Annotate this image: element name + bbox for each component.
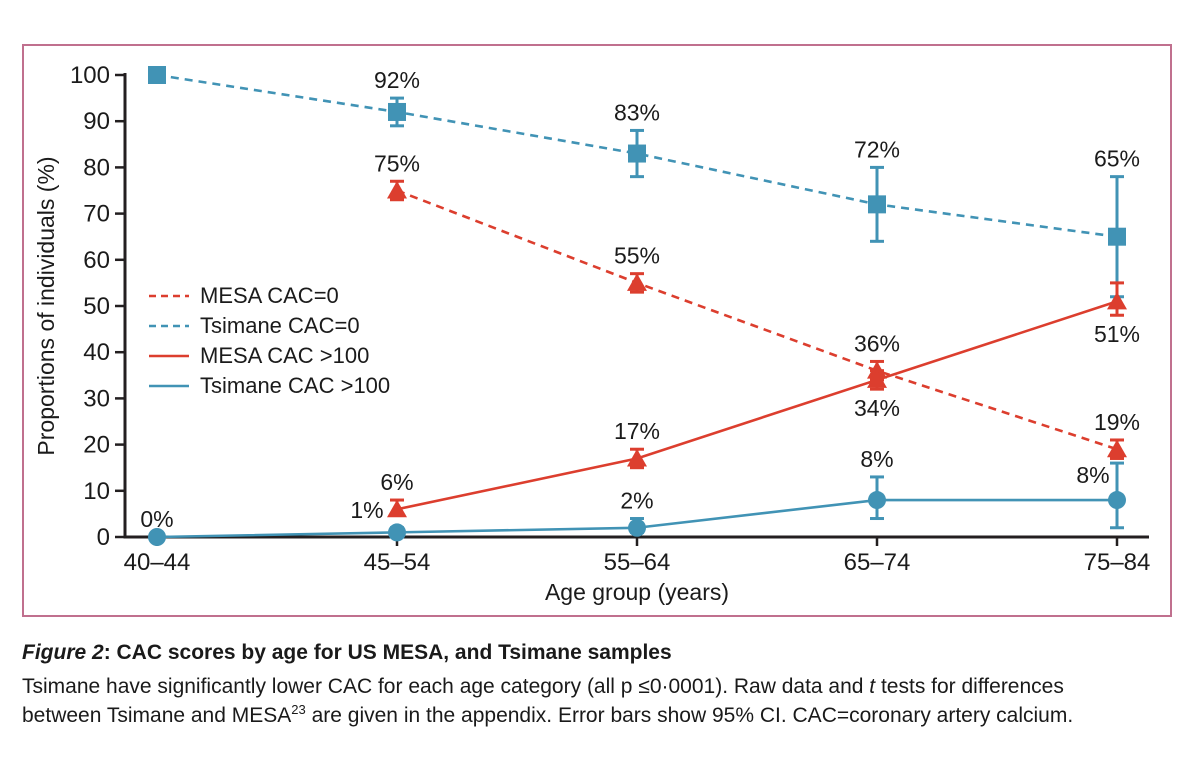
caption-title: Figure 2: CAC scores by age for US MESA,… bbox=[22, 641, 1182, 665]
x-tick-label: 55–64 bbox=[604, 549, 671, 576]
data-point-marker-square bbox=[388, 102, 406, 121]
y-tick-label: 100 bbox=[70, 62, 110, 89]
data-point-label: 17% bbox=[614, 418, 660, 444]
data-point-marker-circle bbox=[868, 491, 886, 510]
y-tick-label: 0 bbox=[97, 524, 110, 551]
data-point-label: 6% bbox=[380, 469, 413, 495]
legend-label: MESA CAC >100 bbox=[200, 343, 370, 368]
data-point-marker-triangle bbox=[387, 499, 407, 518]
data-point-label: 92% bbox=[374, 67, 420, 93]
data-point-label: 83% bbox=[614, 99, 660, 125]
data-point-label: 8% bbox=[1076, 462, 1109, 488]
caption-body-text-4: are given in the appendix. Error bars sh… bbox=[305, 704, 1074, 727]
caption-title-text: : CAC scores by age for US MESA, and Tsi… bbox=[103, 641, 672, 664]
chart-panel: 0 10 20 30 40 50 60 70 80 90 100 40–44 45–54 55–64 65–… bbox=[22, 44, 1172, 617]
data-point-marker-square bbox=[868, 195, 886, 214]
figure-label: Figure 2 bbox=[22, 641, 104, 664]
data-point-marker-square bbox=[148, 66, 166, 84]
data-point-label: 0% bbox=[140, 506, 173, 532]
legend-swatch-solid-line bbox=[149, 354, 189, 358]
data-point-marker-circle bbox=[628, 518, 646, 537]
data-point-marker-triangle bbox=[387, 181, 407, 199]
legend-item-tsimane-cac-100: Tsimane CAC >100 bbox=[148, 371, 390, 401]
legend-item-tsimane-cac-0: Tsimane CAC=0 bbox=[148, 311, 390, 341]
caption-body-text-1: Tsimane have significantly lower CAC for… bbox=[22, 675, 870, 698]
data-point-label: 34% bbox=[854, 395, 900, 421]
series-line-mesa-cac-0 bbox=[396, 189, 1118, 451]
data-point-marker-circle bbox=[1108, 491, 1126, 510]
figure-caption: Figure 2: CAC scores by age for US MESA,… bbox=[22, 641, 1182, 730]
data-point-marker-triangle bbox=[867, 370, 887, 388]
x-tick-label: 65–74 bbox=[844, 549, 911, 576]
caption-italic-t: t bbox=[869, 675, 876, 698]
data-point-label: 19% bbox=[1094, 409, 1140, 435]
legend-swatch-solid-line bbox=[149, 384, 189, 388]
data-point-marker-triangle bbox=[627, 273, 647, 291]
x-tick-label: 45–54 bbox=[364, 549, 431, 576]
legend-item-mesa-cac-0: MESA CAC=0 bbox=[148, 281, 390, 311]
series-line-mesa-cac-100 bbox=[396, 300, 1118, 511]
legend-label: MESA CAC=0 bbox=[200, 283, 339, 308]
caption-body-text-2: tests for differences bbox=[875, 675, 1064, 698]
y-tick-label: 60 bbox=[83, 247, 110, 274]
legend-label: Tsimane CAC=0 bbox=[200, 313, 360, 338]
y-tick-label: 50 bbox=[83, 293, 110, 320]
data-point-label: 2% bbox=[620, 488, 653, 514]
chart-legend: MESA CAC=0 Tsimane CAC=0 MESA CAC >100 Tsim… bbox=[148, 281, 390, 401]
data-point-label: 51% bbox=[1094, 321, 1140, 347]
data-point-label: 72% bbox=[854, 136, 900, 162]
data-point-label: 1% bbox=[350, 497, 383, 523]
data-point-marker-square bbox=[628, 144, 646, 163]
data-point-marker-circle bbox=[388, 523, 406, 542]
y-tick-label: 40 bbox=[83, 339, 110, 366]
data-point-label: 55% bbox=[614, 243, 660, 269]
legend-label: Tsimane CAC >100 bbox=[200, 373, 391, 398]
data-point-marker-triangle bbox=[1107, 439, 1127, 458]
data-point-label: 75% bbox=[374, 150, 420, 176]
data-point-marker-square bbox=[1108, 227, 1126, 246]
legend-item-mesa-cac-100: MESA CAC >100 bbox=[148, 341, 390, 371]
data-point-label: 65% bbox=[1094, 146, 1140, 172]
caption-body: Tsimane have significantly lower CAC for… bbox=[22, 672, 1182, 730]
data-point-marker-triangle bbox=[1107, 291, 1127, 310]
caption-body-text-3: between Tsimane and MESA bbox=[22, 704, 292, 727]
data-point-label: 8% bbox=[860, 446, 893, 472]
y-tick-label: 20 bbox=[83, 432, 110, 459]
y-axis-title: Proportions of individuals (%) bbox=[33, 156, 59, 455]
y-tick-label: 80 bbox=[83, 154, 110, 181]
legend-swatch-dashed-line bbox=[149, 324, 189, 328]
series-line-tsimane-cac-0 bbox=[156, 73, 1118, 238]
x-axis-title: Age group (years) bbox=[545, 579, 729, 605]
x-tick-label: 40–44 bbox=[124, 549, 191, 576]
y-tick-label: 70 bbox=[83, 201, 110, 228]
data-point-marker-circle bbox=[148, 528, 166, 546]
y-tick-label: 30 bbox=[83, 385, 110, 412]
data-point-label: 36% bbox=[854, 330, 900, 356]
y-tick-label: 90 bbox=[83, 108, 110, 135]
x-tick-label: 75–84 bbox=[1084, 549, 1151, 576]
caption-reference-superscript: 23 bbox=[291, 702, 306, 717]
legend-swatch-dashed-line bbox=[149, 294, 189, 298]
y-tick-label: 10 bbox=[83, 478, 110, 505]
data-point-marker-triangle bbox=[627, 448, 647, 467]
cac-line-chart: 0 10 20 30 40 50 60 70 80 90 100 40–44 45–54 55–64 65–… bbox=[33, 62, 1151, 605]
